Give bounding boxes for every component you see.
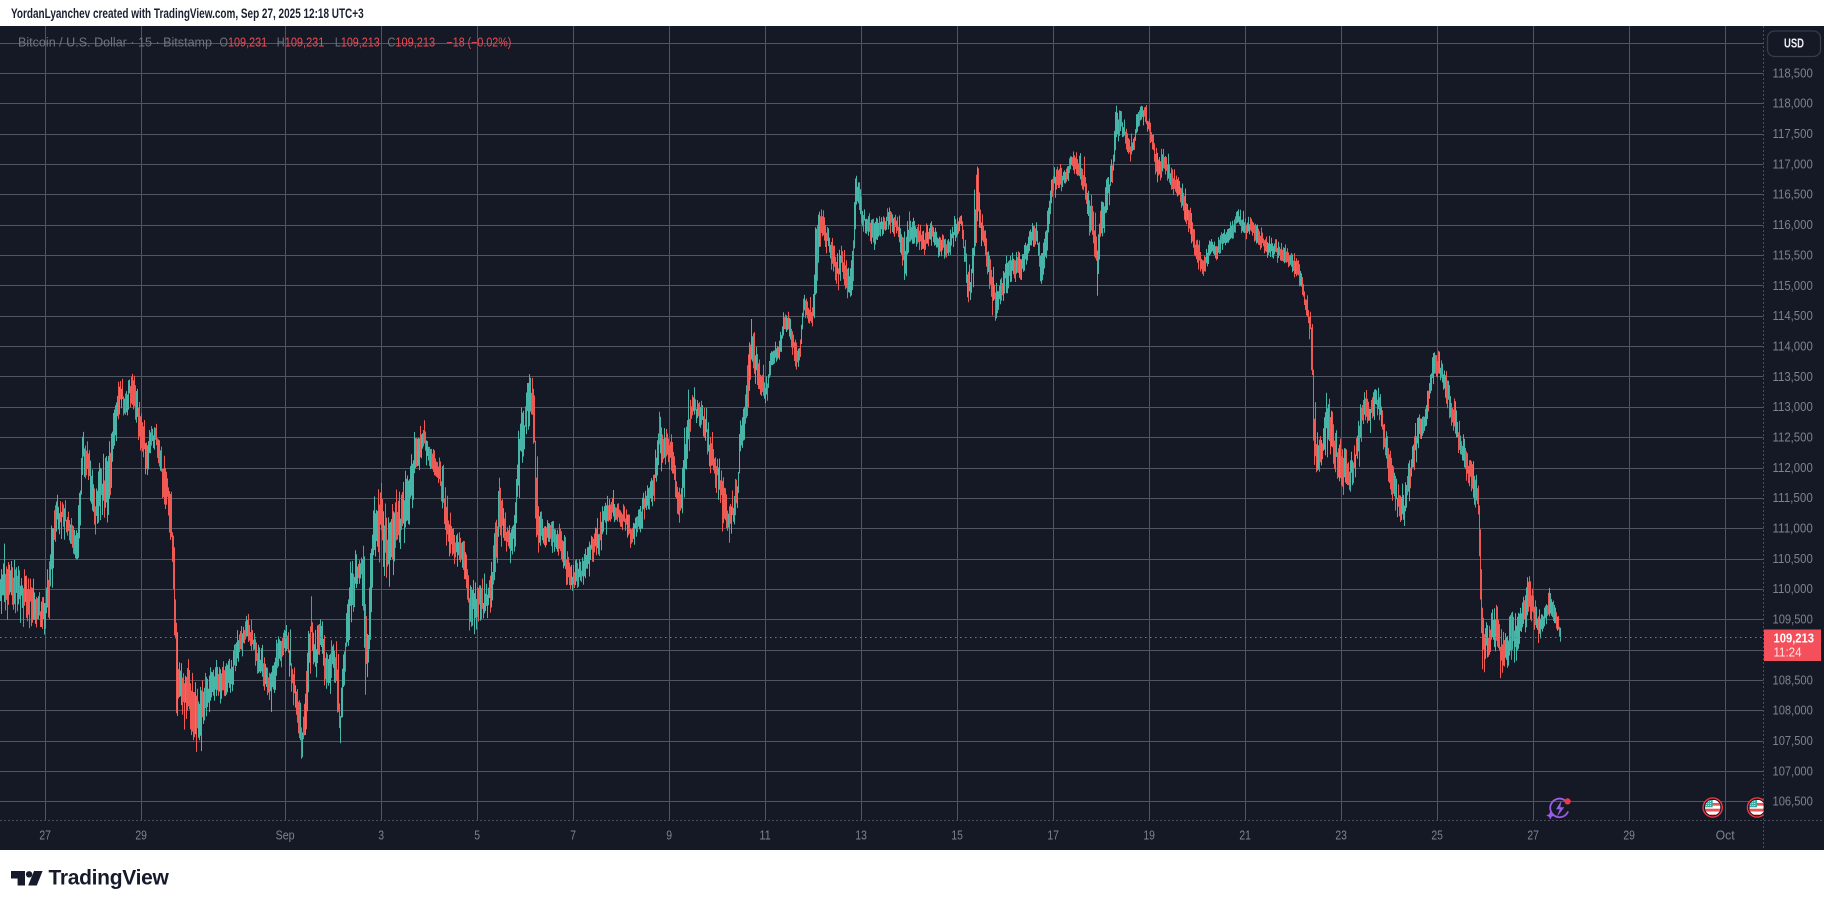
- svg-text:107,500: 107,500: [1773, 734, 1813, 748]
- svg-text:Bitcoin / U.S. Dollar · 15 · B: Bitcoin / U.S. Dollar · 15 · Bitstamp: [18, 36, 212, 50]
- svg-text:117,500: 117,500: [1773, 127, 1813, 141]
- svg-text:25: 25: [1431, 829, 1443, 843]
- svg-text:13: 13: [855, 829, 867, 843]
- svg-text:−18 (−0.02%): −18 (−0.02%): [447, 36, 512, 50]
- svg-text:Sep: Sep: [276, 829, 295, 843]
- svg-text:114,500: 114,500: [1773, 309, 1813, 323]
- svg-text:23: 23: [1335, 829, 1347, 843]
- svg-text:115,000: 115,000: [1773, 279, 1813, 293]
- svg-text:27: 27: [1527, 829, 1539, 843]
- svg-text:Oct: Oct: [1716, 829, 1736, 843]
- svg-text:118,000: 118,000: [1773, 97, 1813, 111]
- svg-text:15: 15: [951, 829, 963, 843]
- svg-text:29: 29: [1623, 829, 1635, 843]
- svg-text:112,000: 112,000: [1773, 461, 1813, 475]
- svg-text:19: 19: [1143, 829, 1155, 843]
- svg-text:114,000: 114,000: [1773, 340, 1813, 354]
- svg-text:107,000: 107,000: [1773, 764, 1813, 778]
- svg-text:116,500: 116,500: [1773, 188, 1813, 202]
- svg-text:29: 29: [135, 829, 147, 843]
- svg-text:110,000: 110,000: [1773, 582, 1813, 596]
- svg-text:111,000: 111,000: [1773, 522, 1813, 536]
- svg-text:106,500: 106,500: [1773, 795, 1813, 809]
- svg-text:118,500: 118,500: [1773, 66, 1813, 80]
- svg-text:110,500: 110,500: [1773, 552, 1813, 566]
- svg-text:11: 11: [759, 829, 771, 843]
- svg-text:108,000: 108,000: [1773, 704, 1813, 718]
- svg-text:11:24: 11:24: [1774, 646, 1802, 660]
- svg-text:109,213: 109,213: [1774, 631, 1815, 646]
- svg-text:H109,231: H109,231: [277, 36, 325, 50]
- svg-text:117,000: 117,000: [1773, 157, 1813, 171]
- svg-text:109,500: 109,500: [1773, 613, 1813, 627]
- svg-text:O109,231: O109,231: [220, 36, 268, 50]
- svg-text:113,000: 113,000: [1773, 400, 1813, 414]
- svg-text:111,500: 111,500: [1773, 491, 1813, 505]
- svg-text:9: 9: [666, 829, 672, 843]
- svg-text:USD: USD: [1784, 37, 1804, 51]
- svg-text:3: 3: [378, 829, 384, 843]
- svg-text:7: 7: [570, 829, 576, 843]
- svg-text:112,500: 112,500: [1773, 431, 1813, 445]
- svg-text:L109,213: L109,213: [335, 36, 380, 50]
- svg-text:27: 27: [39, 829, 51, 843]
- svg-text:5: 5: [474, 829, 480, 843]
- svg-text:17: 17: [1047, 829, 1059, 843]
- svg-text:21: 21: [1239, 829, 1251, 843]
- svg-text:116,000: 116,000: [1773, 218, 1813, 232]
- svg-text:C109,213: C109,213: [387, 36, 435, 50]
- svg-text:TradingView: TradingView: [49, 867, 170, 890]
- svg-text:113,500: 113,500: [1773, 370, 1813, 384]
- svg-text:115,500: 115,500: [1773, 248, 1813, 262]
- svg-text:108,500: 108,500: [1773, 673, 1813, 687]
